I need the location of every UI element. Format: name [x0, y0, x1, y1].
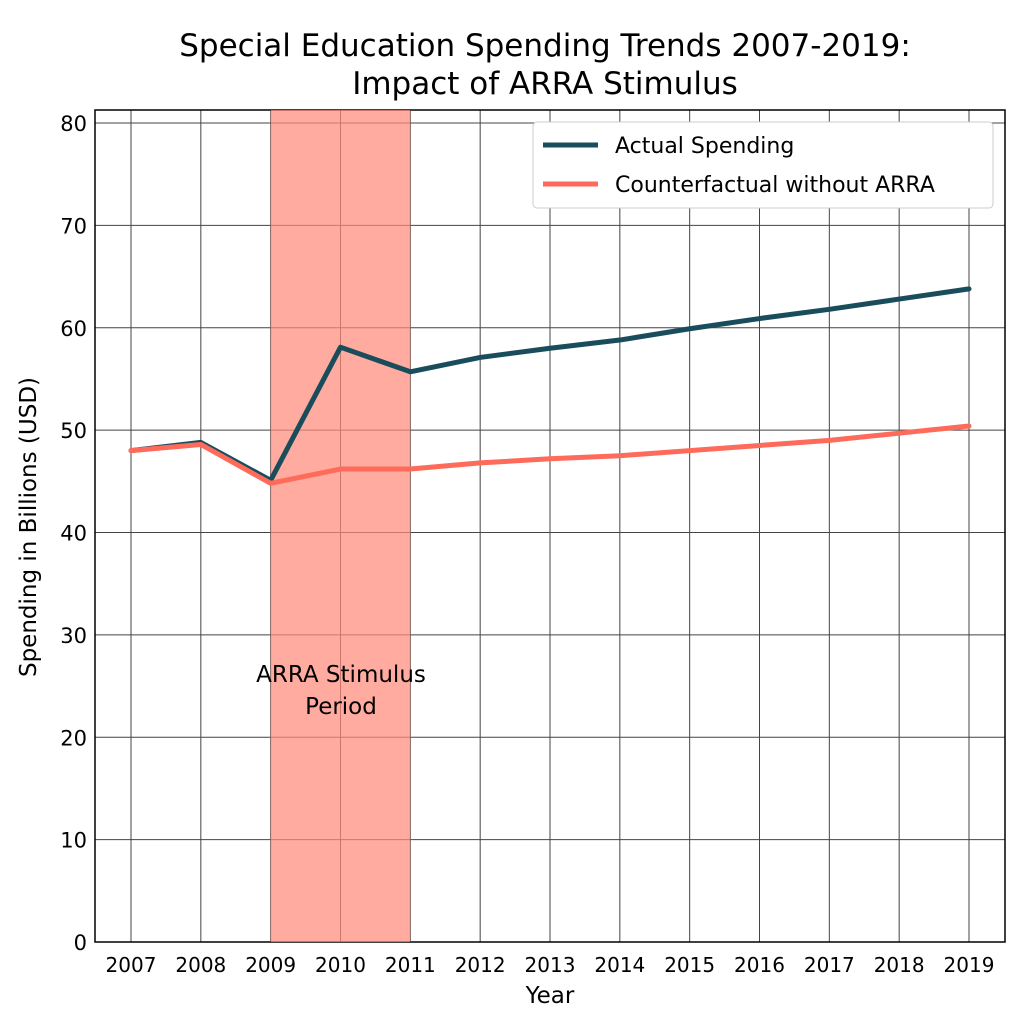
y-tick-label: 40: [60, 522, 87, 546]
x-tick-label: 2012: [455, 953, 506, 977]
grid: [95, 110, 1005, 942]
x-tick-label: 2011: [385, 953, 436, 977]
legend: Actual Spending Counterfactual without A…: [533, 122, 993, 208]
x-tick-label: 2015: [664, 953, 715, 977]
x-tick-label: 2017: [804, 953, 855, 977]
x-axis-label: Year: [525, 983, 575, 1009]
y-tick-label: 80: [60, 112, 87, 136]
y-axis-label: Spending in Billions (USD): [16, 377, 42, 677]
chart-subtitle: Impact of ARRA Stimulus: [352, 66, 738, 102]
x-tick-label: 2019: [944, 953, 995, 977]
x-tick-label: 2013: [525, 953, 576, 977]
x-tick-label: 2007: [106, 953, 157, 977]
legend-label-counterfactual: Counterfactual without ARRA: [615, 173, 935, 198]
shaded-region: [271, 110, 411, 942]
y-tick-label: 20: [60, 726, 87, 750]
chart-title: Special Education Spending Trends 2007-2…: [179, 28, 911, 64]
shaded-region-label-line2: Period: [305, 694, 377, 720]
shaded-region-label-line1: ARRA Stimulus: [256, 662, 426, 688]
x-tick-label: 2016: [734, 953, 785, 977]
y-tick-label: 30: [60, 624, 87, 648]
legend-label-actual: Actual Spending: [615, 134, 794, 159]
y-tick-label: 70: [60, 214, 87, 238]
x-tick-label: 2010: [315, 953, 366, 977]
x-tick-label: 2008: [175, 953, 226, 977]
x-tick-label: 2018: [874, 953, 925, 977]
y-tick-label: 10: [60, 829, 87, 853]
x-tick-label: 2014: [594, 953, 645, 977]
x-tick-label: 2009: [245, 953, 296, 977]
stimulus-period-band: [271, 110, 411, 942]
y-tick-label: 60: [60, 317, 87, 341]
y-tick-label: 50: [60, 419, 87, 443]
y-tick-label: 0: [74, 931, 87, 955]
